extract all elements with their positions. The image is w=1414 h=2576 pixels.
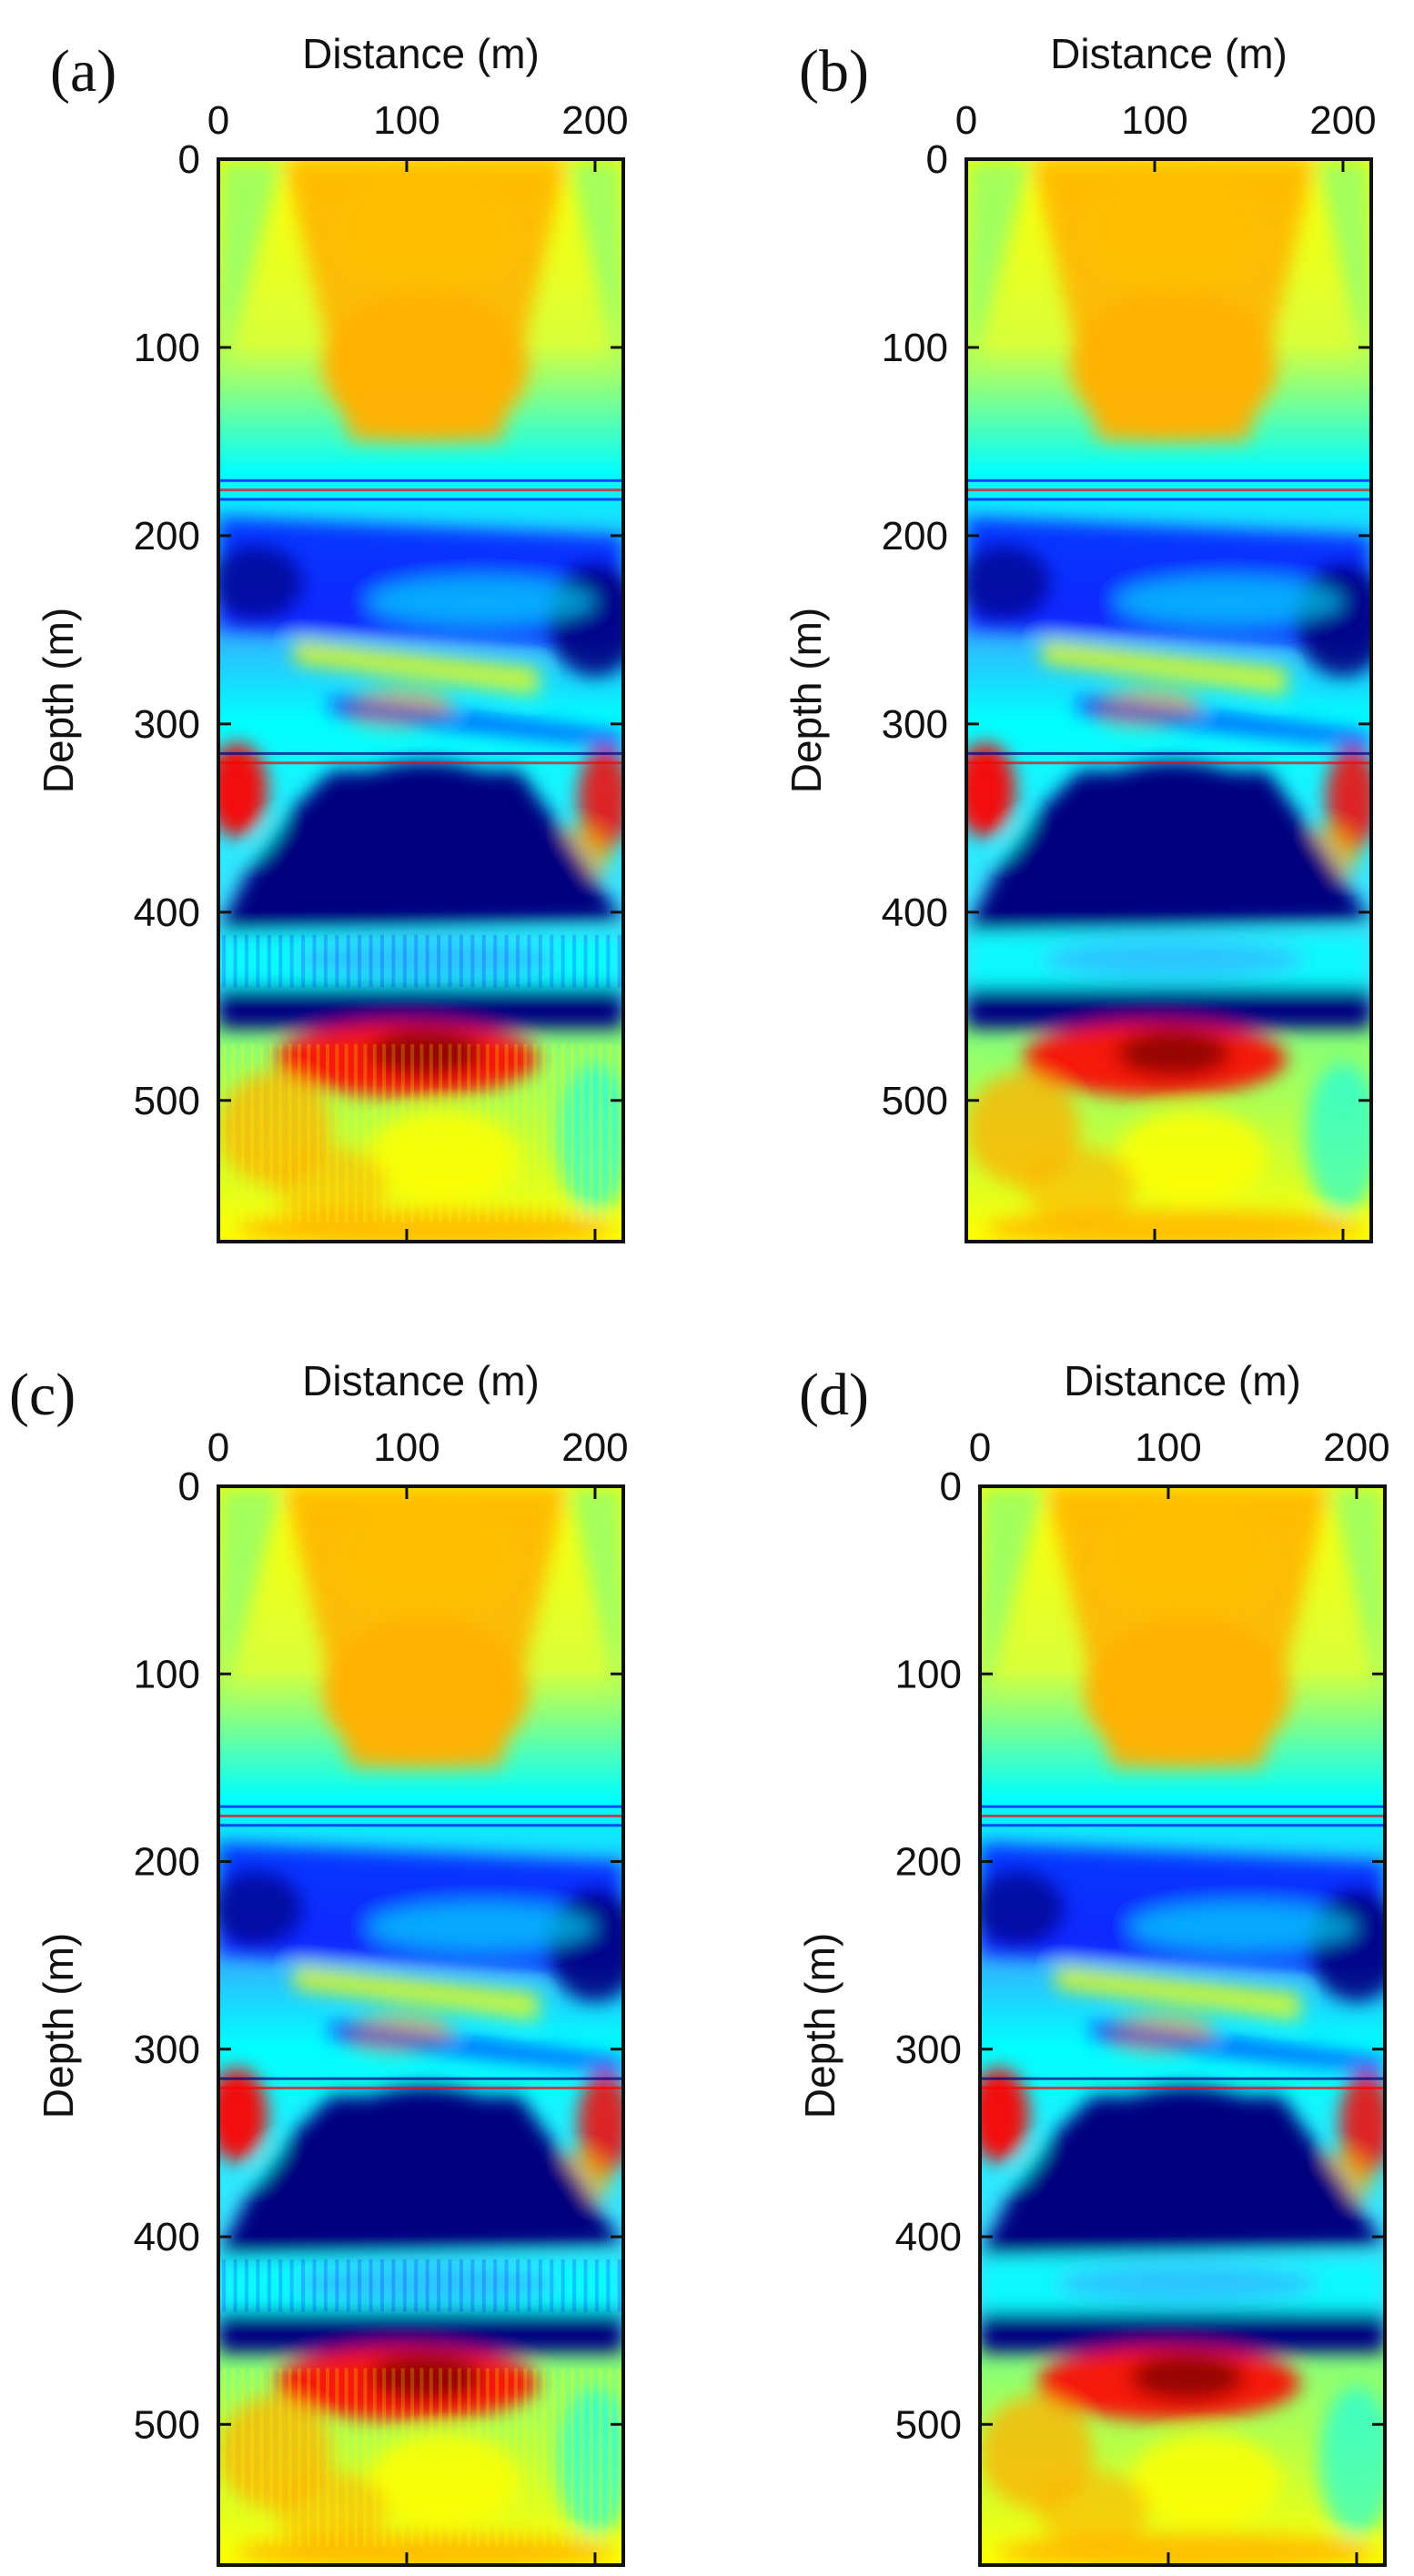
x-tick-label-d-2: 200 xyxy=(1323,1425,1389,1470)
axes-frame-c xyxy=(217,1484,625,2567)
panel-label-b: (b) xyxy=(799,38,869,105)
x-tick-label-d-1: 100 xyxy=(1135,1425,1201,1470)
y-axis-label-d: Depth (m) xyxy=(796,1933,843,2118)
heatmap-field-d xyxy=(980,1486,1385,2565)
y-tick-label-a-5: 500 xyxy=(134,1079,200,1123)
y-tick-label-b-4: 400 xyxy=(882,891,948,935)
x-tick-label-d-0: 0 xyxy=(969,1425,991,1470)
y-tick-label-d-4: 400 xyxy=(895,2215,962,2259)
x-axis-label-a: Distance (m) xyxy=(302,30,540,77)
axes-frame-a xyxy=(217,157,625,1243)
y-tick-label-a-2: 200 xyxy=(134,514,200,558)
y-tick-label-b-3: 300 xyxy=(882,702,948,747)
y-tick-label-c-4: 400 xyxy=(134,2215,200,2259)
panel-d: 0 100 200 0 100 200 300 400 500 Distance (m) Depth… xyxy=(796,1357,1390,2567)
x-tick-label-c-1: 100 xyxy=(373,1425,439,1470)
panel-c: 0 100 200 0 100 200 300 400 500 Distance (m) Depth… xyxy=(9,1357,629,2567)
x-axis-label-d: Distance (m) xyxy=(1064,1357,1301,1404)
x-tick-label-c-2: 200 xyxy=(561,1425,628,1470)
heatmap-field-b xyxy=(966,159,1371,1242)
axes-frame-b xyxy=(965,157,1373,1243)
y-axis-label-b: Depth (m) xyxy=(783,608,830,793)
y-tick-label-b-5: 500 xyxy=(882,1079,948,1123)
x-tick-label-c-0: 0 xyxy=(207,1425,229,1470)
x-tick-label-a-2: 200 xyxy=(561,98,628,143)
y-tick-label-c-0: 0 xyxy=(178,1464,200,1509)
y-tick-label-d-0: 0 xyxy=(940,1464,962,1509)
panel-label-d: (d) xyxy=(799,1362,869,1428)
y-tick-label-d-1: 100 xyxy=(895,1652,962,1696)
x-tick-label-b-2: 200 xyxy=(1309,98,1376,143)
heatmap-field-a xyxy=(218,159,623,1242)
panel-b: 0 100 200 0 100 200 300 400 500 Distance (m) Depth… xyxy=(783,30,1377,1243)
y-tick-label-a-4: 400 xyxy=(134,891,200,935)
y-tick-label-c-1: 100 xyxy=(134,1652,200,1696)
y-tick-label-c-2: 200 xyxy=(134,1840,200,1885)
y-tick-label-b-0: 0 xyxy=(926,137,948,182)
x-tick-label-a-0: 0 xyxy=(207,98,229,143)
x-tick-label-b-0: 0 xyxy=(955,98,977,143)
panel-a: 0 100 200 0 100 200 300 400 500 Distance (m) Depth… xyxy=(35,30,629,1243)
y-tick-label-d-2: 200 xyxy=(895,1840,962,1885)
y-tick-label-b-2: 200 xyxy=(882,514,948,558)
y-tick-label-c-5: 500 xyxy=(134,2402,200,2447)
x-tick-label-b-1: 100 xyxy=(1121,98,1187,143)
x-tick-label-a-1: 100 xyxy=(373,98,439,143)
x-axis-label-b: Distance (m) xyxy=(1050,30,1288,77)
y-tick-label-a-3: 300 xyxy=(134,702,200,747)
y-tick-label-d-3: 300 xyxy=(895,2028,962,2072)
y-tick-label-c-3: 300 xyxy=(134,2028,200,2072)
y-tick-label-a-0: 0 xyxy=(178,137,200,182)
heatmap-field-c xyxy=(218,1486,623,2565)
panel-label-a: (a) xyxy=(50,38,116,105)
y-tick-label-b-1: 100 xyxy=(882,326,948,370)
axes-frame-d xyxy=(978,1484,1387,2567)
y-tick-label-d-5: 500 xyxy=(895,2402,962,2447)
y-tick-label-a-1: 100 xyxy=(134,326,200,370)
x-axis-label-c: Distance (m) xyxy=(302,1357,540,1404)
y-axis-label-a: Depth (m) xyxy=(35,608,82,793)
y-axis-label-c: Depth (m) xyxy=(35,1933,82,2118)
panel-label-c: (c) xyxy=(9,1362,76,1428)
